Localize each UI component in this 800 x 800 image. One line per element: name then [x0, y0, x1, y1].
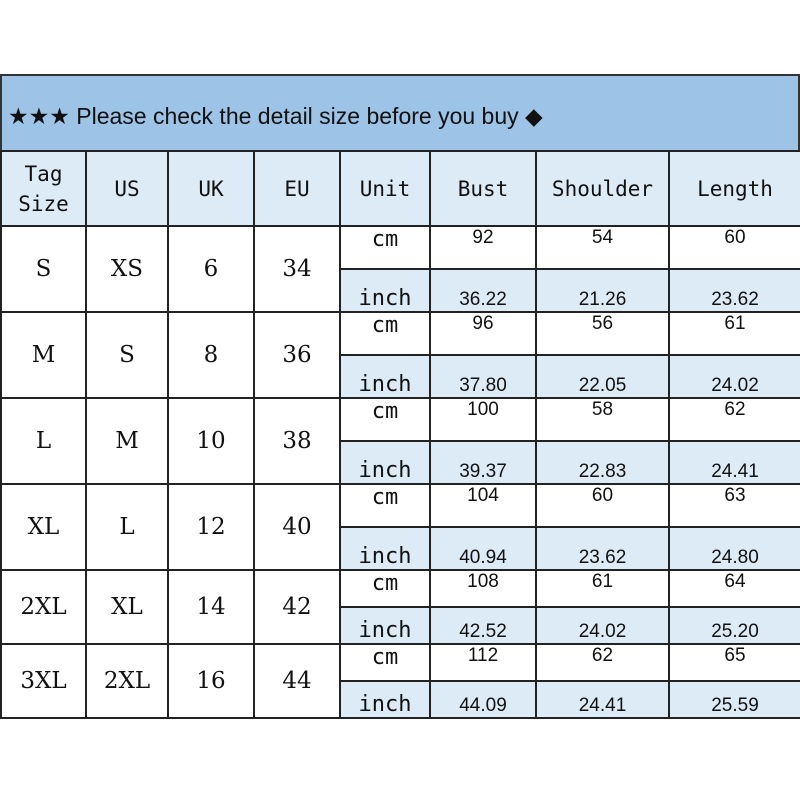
header-row: Tag Size US UK EU Unit Bust Shoulder Len…: [0, 150, 800, 227]
us-size-cell: XS: [85, 225, 169, 313]
header-tag-size: Tag Size: [0, 150, 87, 227]
bust-cell: 108: [429, 569, 537, 608]
uk-size-cell: 16: [167, 643, 255, 719]
size-chart-title: ★★★ Please check the detail size before …: [0, 74, 800, 150]
tag-size-cell: M: [0, 311, 87, 399]
bust-cell: 100: [429, 397, 537, 442]
table-row-inch: inch 42.52 24.02 25.20: [1, 606, 800, 645]
length-cell: 25.20: [668, 606, 800, 645]
bust-cell: 40.94: [429, 526, 537, 571]
unit-cell: cm: [339, 397, 431, 442]
shoulder-cell: 22.83: [535, 440, 670, 485]
unit-cell: inch: [339, 354, 431, 399]
bust-cell: 36.22: [429, 268, 537, 313]
header-us: US: [85, 150, 169, 227]
length-cell: 61: [668, 311, 800, 356]
eu-size-cell: 36: [253, 311, 341, 399]
tag-size-cell: L: [0, 397, 87, 485]
table-row-cm: M S 8 36 cm 96 56 61: [0, 311, 800, 399]
bust-cell: 112: [429, 643, 537, 682]
length-cell: 60: [668, 225, 800, 270]
table-row-cm: 3XL 2XL 16 44 cm 112 62 65: [0, 643, 800, 719]
eu-size-cell: 38: [253, 397, 341, 485]
size-table: Tag Size US UK EU Unit Bust Shoulder Len…: [0, 150, 800, 719]
table-row-cm: XL L 12 40 cm 104 60 63: [0, 483, 800, 571]
shoulder-cell: 54: [535, 225, 670, 270]
uk-size-cell: 6: [167, 225, 255, 313]
header-shoulder: Shoulder: [535, 150, 670, 227]
table-row-inch: inch 40.94 23.62 24.80: [1, 526, 800, 571]
unit-cell: cm: [339, 569, 431, 608]
table-row-cm: L M 10 38 cm 100 58 62: [0, 397, 800, 485]
unit-cell: inch: [339, 680, 431, 719]
bust-cell: 39.37: [429, 440, 537, 485]
unit-cell: inch: [339, 268, 431, 313]
unit-cell: cm: [339, 225, 431, 270]
shoulder-cell: 23.62: [535, 526, 670, 571]
length-cell: 25.59: [668, 680, 800, 719]
shoulder-cell: 60: [535, 483, 670, 528]
length-cell: 23.62: [668, 268, 800, 313]
bust-cell: 104: [429, 483, 537, 528]
shoulder-cell: 58: [535, 397, 670, 442]
eu-size-cell: 42: [253, 569, 341, 645]
length-cell: 65: [668, 643, 800, 682]
unit-cell: cm: [339, 483, 431, 528]
tag-size-cell: XL: [0, 483, 87, 571]
us-size-cell: 2XL: [85, 643, 169, 719]
eu-size-cell: 44: [253, 643, 341, 719]
length-cell: 64: [668, 569, 800, 608]
eu-size-cell: 34: [253, 225, 341, 313]
unit-cell: cm: [339, 311, 431, 356]
shoulder-cell: 61: [535, 569, 670, 608]
table-row-inch: inch 36.22 21.26 23.62: [1, 268, 800, 313]
shoulder-cell: 24.02: [535, 606, 670, 645]
shoulder-cell: 62: [535, 643, 670, 682]
header-bust: Bust: [429, 150, 537, 227]
us-size-cell: M: [85, 397, 169, 485]
unit-cell: inch: [339, 606, 431, 645]
header-unit: Unit: [339, 150, 431, 227]
tag-size-cell: S: [0, 225, 87, 313]
size-chart: ★★★ Please check the detail size before …: [0, 74, 800, 719]
us-size-cell: S: [85, 311, 169, 399]
eu-size-cell: 40: [253, 483, 341, 571]
shoulder-cell: 21.26: [535, 268, 670, 313]
bust-cell: 44.09: [429, 680, 537, 719]
us-size-cell: XL: [85, 569, 169, 645]
us-size-cell: L: [85, 483, 169, 571]
shoulder-cell: 56: [535, 311, 670, 356]
table-row-inch: inch 44.09 24.41 25.59: [1, 680, 800, 719]
bust-cell: 37.80: [429, 354, 537, 399]
shoulder-cell: 22.05: [535, 354, 670, 399]
bust-cell: 42.52: [429, 606, 537, 645]
tag-size-cell: 2XL: [0, 569, 87, 645]
unit-cell: inch: [339, 526, 431, 571]
shoulder-cell: 24.41: [535, 680, 670, 719]
bust-cell: 92: [429, 225, 537, 270]
length-cell: 63: [668, 483, 800, 528]
uk-size-cell: 14: [167, 569, 255, 645]
length-cell: 24.41: [668, 440, 800, 485]
table-row-inch: inch 39.37 22.83 24.41: [1, 440, 800, 485]
header-length: Length: [668, 150, 800, 227]
unit-cell: inch: [339, 440, 431, 485]
length-cell: 24.80: [668, 526, 800, 571]
length-cell: 24.02: [668, 354, 800, 399]
uk-size-cell: 12: [167, 483, 255, 571]
header-eu: EU: [253, 150, 341, 227]
length-cell: 62: [668, 397, 800, 442]
unit-cell: cm: [339, 643, 431, 682]
header-uk: UK: [167, 150, 255, 227]
uk-size-cell: 8: [167, 311, 255, 399]
uk-size-cell: 10: [167, 397, 255, 485]
tag-size-cell: 3XL: [0, 643, 87, 719]
table-row-cm: 2XL XL 14 42 cm 108 61 64: [0, 569, 800, 645]
table-row-cm: S XS 6 34 cm 92 54 60: [0, 225, 800, 313]
bust-cell: 96: [429, 311, 537, 356]
table-row-inch: inch 37.80 22.05 24.02: [1, 354, 800, 399]
